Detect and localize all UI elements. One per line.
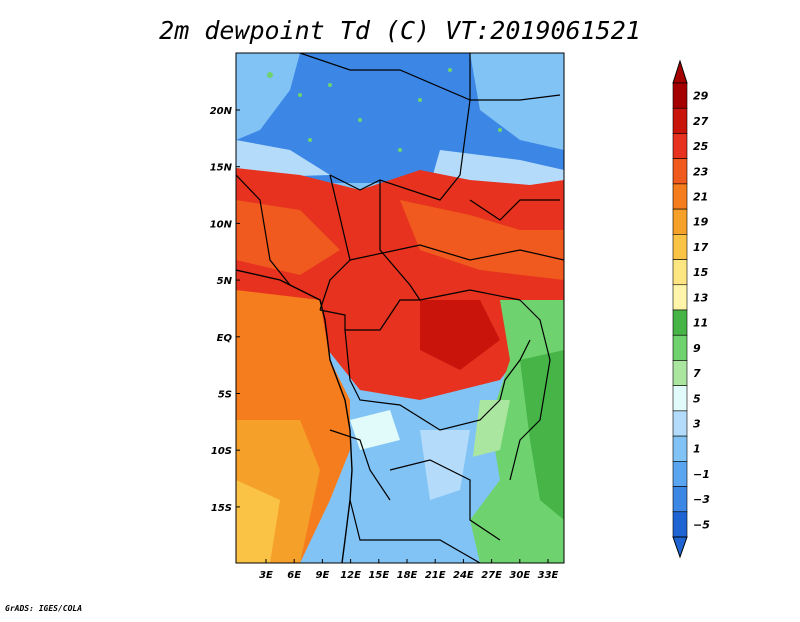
lat-tick-label: 5S [218,390,232,401]
map-frame [235,52,565,564]
lat-tick-label: 15N [210,163,233,174]
lat-tick-label: EQ [217,333,233,344]
colorbar-label: 13 [693,291,709,304]
lon-tick-label: 21E [425,570,446,581]
colorbar-label: −1 [693,468,710,481]
colorbar-label: 15 [693,266,709,279]
colorbar-segment [672,410,688,437]
lon-tick-label: 18E [397,570,418,581]
colorbar-label: 29 [693,90,709,103]
colorbar-label: 1 [693,443,701,456]
colorbar-label: 27 [693,115,709,128]
lon-tick-label: 27E [481,570,502,581]
colorbar-label: −3 [693,493,710,506]
colorbar-segment [672,284,688,311]
longitude-axis: 3E 6E 9E 12E 15E 18E 21E 24E 27E 30E 33E [259,559,559,581]
dewpoint-field [236,53,564,563]
colorbar-label: 9 [693,342,701,355]
lat-tick-label: 5N [217,276,233,287]
colorbar-segment [672,107,688,134]
lon-tick-label: 12E [340,570,361,581]
colorbar-segment [672,234,688,260]
colorbar-label: 7 [693,367,701,380]
colorbar-segment [672,183,688,210]
colorbar-segment [672,309,688,336]
colorbar-label: 3 [693,418,701,431]
colorbar-segment [672,511,688,538]
colorbar-segment [672,360,688,386]
colorbar-segment [672,385,688,412]
colorbar-segment [672,334,688,361]
colorbar-label: 25 [693,140,709,153]
lon-tick-label: 3E [259,570,273,581]
colorbar-label: 5 [693,392,701,405]
colorbar-segment [672,461,688,487]
lon-tick-label: 24E [453,570,474,581]
coastline [236,269,353,563]
colorbar-segment [672,158,688,185]
lon-tick-label: 30E [509,570,530,581]
lon-tick-label: 33E [538,570,559,581]
country-borders [236,53,564,563]
colorbar-bottom-arrow [672,536,688,559]
lat-tick-label: 20N [210,106,233,117]
lat-tick-label: 10S [211,446,232,457]
chart-title: 2m dewpoint Td (C) VT:2019061521 [159,16,641,45]
lon-tick-label: 15E [368,570,389,581]
grads-credit: GrADS: IGES/COLA [5,604,83,613]
colorbar-segment [672,208,688,235]
colorbar-segment [672,133,688,159]
colorbar-top-arrow [672,59,688,84]
colorbar-label: 11 [693,317,708,330]
lon-tick-label: 6E [287,570,301,581]
colorbar-label: 17 [693,241,709,254]
lon-tick-label: 9E [316,570,330,581]
lat-tick-label: 10N [210,219,233,230]
colorbar-segment [672,435,688,462]
colorbar-label: 19 [693,216,709,229]
colorbar-segment [672,259,688,286]
colorbar-segment [672,82,688,109]
colorbar-segment [672,486,688,513]
colorbar-label: −5 [693,518,710,531]
lat-tick-label: 15S [211,503,232,514]
colorbar-label: 23 [693,165,709,178]
latitude-axis: 20N 15N 10N 5N EQ 5S 10S 15S [210,106,240,514]
colorbar-label: 21 [693,191,708,204]
colorbar: 29 27 25 23 21 19 17 15 13 11 9 7 5 3 1 −1 −3 −5 [672,59,710,559]
